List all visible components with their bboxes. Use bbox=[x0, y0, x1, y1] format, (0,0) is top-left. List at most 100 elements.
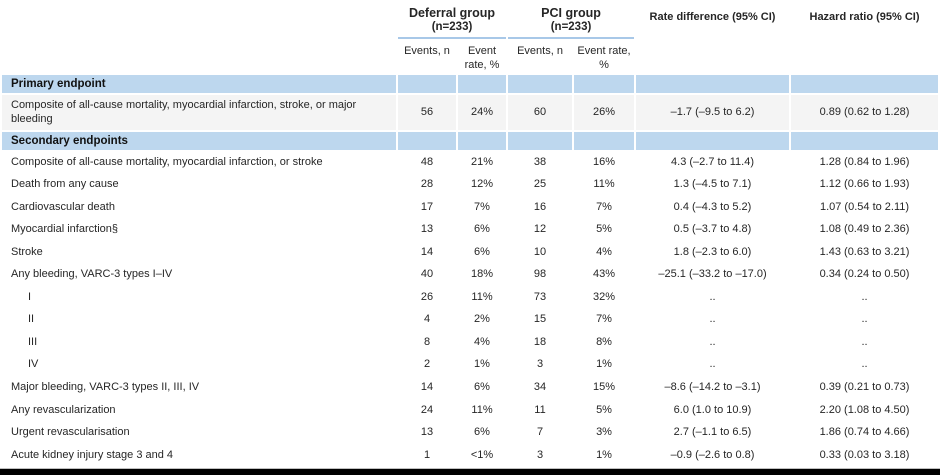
hazard-ratio-cell: .. bbox=[791, 354, 939, 375]
pci-events-cell: 25 bbox=[508, 174, 573, 195]
section-header-row: Secondary endpoints bbox=[2, 131, 939, 150]
endpoint-label: Any revascularization bbox=[2, 399, 396, 421]
endpoint-label: Major bleeding, VARC-3 types II, III, IV bbox=[2, 377, 396, 398]
deferral-rate-cell: 18% bbox=[458, 264, 507, 285]
pci-events-cell: 98 bbox=[508, 264, 573, 285]
table-row: Urgent revascularisation 13 6% 7 3% 2.7 … bbox=[2, 422, 939, 443]
deferral-rate-cell: 11% bbox=[458, 286, 507, 308]
table-row: III 8 4% 18 8% .. .. bbox=[2, 331, 939, 353]
endpoint-label: IV bbox=[2, 354, 396, 375]
deferral-rate-cell: 24% bbox=[458, 94, 507, 130]
endpoint-label: Cardiovascular death bbox=[2, 196, 396, 218]
deferral-events-cell: 28 bbox=[398, 174, 456, 195]
rate-difference-cell: 0.5 (–3.7 to 4.8) bbox=[636, 219, 790, 240]
deferral-group-n: (n=233) bbox=[431, 20, 473, 33]
pci-rate-cell: 1% bbox=[574, 444, 635, 466]
section-label: Primary endpoint bbox=[2, 74, 396, 93]
deferral-group-header: Deferral group (n=233) bbox=[398, 2, 507, 40]
deferral-events-cell: 40 bbox=[398, 264, 456, 285]
pci-rate-cell: 7% bbox=[574, 309, 635, 330]
deferral-rate-cell: 11% bbox=[458, 399, 507, 421]
table-row: Composite of all-cause mortality, myocar… bbox=[2, 151, 939, 173]
hazard-ratio-cell: .. bbox=[791, 286, 939, 308]
table-row: Any revascularization 24 11% 11 5% 6.0 (… bbox=[2, 399, 939, 421]
deferral-events-cell: 14 bbox=[398, 377, 456, 398]
pci-events-cell: 3 bbox=[508, 354, 573, 375]
deferral-events-cell: 14 bbox=[398, 241, 456, 263]
hazard-ratio-cell: 1.12 (0.66 to 1.93) bbox=[791, 174, 939, 195]
pci-events-cell: 73 bbox=[508, 286, 573, 308]
table-header: Deferral group (n=233) PCI group (n=233)… bbox=[2, 2, 939, 73]
deferral-rate-cell: 6% bbox=[458, 377, 507, 398]
pci-events-cell: 7 bbox=[508, 422, 573, 443]
deferral-events-cell: 56 bbox=[398, 94, 456, 130]
rate-difference-cell: 4.3 (–2.7 to 11.4) bbox=[636, 151, 790, 173]
table-row: Death from any cause 28 12% 25 11% 1.3 (… bbox=[2, 174, 939, 195]
endpoint-label: Composite of all-cause mortality, myocar… bbox=[2, 151, 396, 173]
endpoint-label: Urgent revascularisation bbox=[2, 422, 396, 443]
hazard-ratio-cell: 1.07 (0.54 to 2.11) bbox=[791, 196, 939, 218]
deferral-events-cell: 24 bbox=[398, 399, 456, 421]
pci-rate-cell: 7% bbox=[574, 196, 635, 218]
endpoint-label: Any bleeding, VARC-3 types I–IV bbox=[2, 264, 396, 285]
deferral-events-cell: 4 bbox=[398, 309, 456, 330]
deferral-rate-cell: 1% bbox=[458, 354, 507, 375]
pci-events-cell: 3 bbox=[508, 444, 573, 466]
rate-difference-cell: –0.9 (–2.6 to 0.8) bbox=[636, 444, 790, 466]
deferral-events-cell: 26 bbox=[398, 286, 456, 308]
deferral-events-cell: 8 bbox=[398, 331, 456, 353]
table-bottom-bar bbox=[0, 469, 940, 475]
table-body: Primary endpoint Composite of all-cause … bbox=[2, 74, 939, 466]
deferral-rate-subheader: Event rate, % bbox=[458, 41, 507, 73]
pci-events-cell: 34 bbox=[508, 377, 573, 398]
hazard-ratio-cell: 1.43 (0.63 to 3.21) bbox=[791, 241, 939, 263]
header-spacer bbox=[2, 2, 396, 40]
table-row: I 26 11% 73 32% .. .. bbox=[2, 286, 939, 308]
deferral-rate-cell: <1% bbox=[458, 444, 507, 466]
pci-rate-cell: 43% bbox=[574, 264, 635, 285]
deferral-rate-cell: 4% bbox=[458, 331, 507, 353]
rate-difference-cell: .. bbox=[636, 286, 790, 308]
deferral-rate-cell: 2% bbox=[458, 309, 507, 330]
endpoint-label: Composite of all-cause mortality, myocar… bbox=[2, 94, 396, 130]
pci-events-cell: 18 bbox=[508, 331, 573, 353]
pci-rate-cell: 11% bbox=[574, 174, 635, 195]
table-row: II 4 2% 15 7% .. .. bbox=[2, 309, 939, 330]
endpoint-label: Myocardial infarction§ bbox=[2, 219, 396, 240]
rate-difference-cell: .. bbox=[636, 309, 790, 330]
pci-rate-cell: 16% bbox=[574, 151, 635, 173]
rate-difference-cell: 6.0 (1.0 to 10.9) bbox=[636, 399, 790, 421]
deferral-rate-cell: 21% bbox=[458, 151, 507, 173]
deferral-rate-cell: 7% bbox=[458, 196, 507, 218]
pci-rate-cell: 5% bbox=[574, 219, 635, 240]
pci-events-cell: 60 bbox=[508, 94, 573, 130]
table-row: Acute kidney injury stage 3 and 4 1 <1% … bbox=[2, 444, 939, 466]
pci-rate-cell: 15% bbox=[574, 377, 635, 398]
pci-rate-cell: 32% bbox=[574, 286, 635, 308]
table-row: IV 2 1% 3 1% .. .. bbox=[2, 354, 939, 375]
pci-events-cell: 15 bbox=[508, 309, 573, 330]
pci-events-cell: 11 bbox=[508, 399, 573, 421]
table-row: Myocardial infarction§ 13 6% 12 5% 0.5 (… bbox=[2, 219, 939, 240]
endpoint-label: Death from any cause bbox=[2, 174, 396, 195]
hazard-ratio-cell: 2.20 (1.08 to 4.50) bbox=[791, 399, 939, 421]
pci-events-cell: 10 bbox=[508, 241, 573, 263]
rate-difference-cell: –25.1 (–33.2 to –17.0) bbox=[636, 264, 790, 285]
table-row: Stroke 14 6% 10 4% 1.8 (–2.3 to 6.0) 1.4… bbox=[2, 241, 939, 263]
hazard-ratio-cell: 1.08 (0.49 to 2.36) bbox=[791, 219, 939, 240]
endpoint-label: II bbox=[2, 309, 396, 330]
pci-rate-subheader: Event rate, % bbox=[574, 41, 635, 73]
table-row: Composite of all-cause mortality, myocar… bbox=[2, 94, 939, 130]
pci-rate-cell: 8% bbox=[574, 331, 635, 353]
rate-difference-cell: 1.3 (–4.5 to 7.1) bbox=[636, 174, 790, 195]
rate-difference-cell: 2.7 (–1.1 to 6.5) bbox=[636, 422, 790, 443]
deferral-events-subheader: Events, n bbox=[398, 41, 456, 73]
pci-events-cell: 16 bbox=[508, 196, 573, 218]
rate-difference-cell: .. bbox=[636, 354, 790, 375]
hazard-ratio-cell: 1.28 (0.84 to 1.96) bbox=[791, 151, 939, 173]
deferral-rate-cell: 6% bbox=[458, 422, 507, 443]
header-spacer bbox=[2, 41, 396, 73]
deferral-events-cell: 48 bbox=[398, 151, 456, 173]
rate-difference-cell: 0.4 (–4.3 to 5.2) bbox=[636, 196, 790, 218]
